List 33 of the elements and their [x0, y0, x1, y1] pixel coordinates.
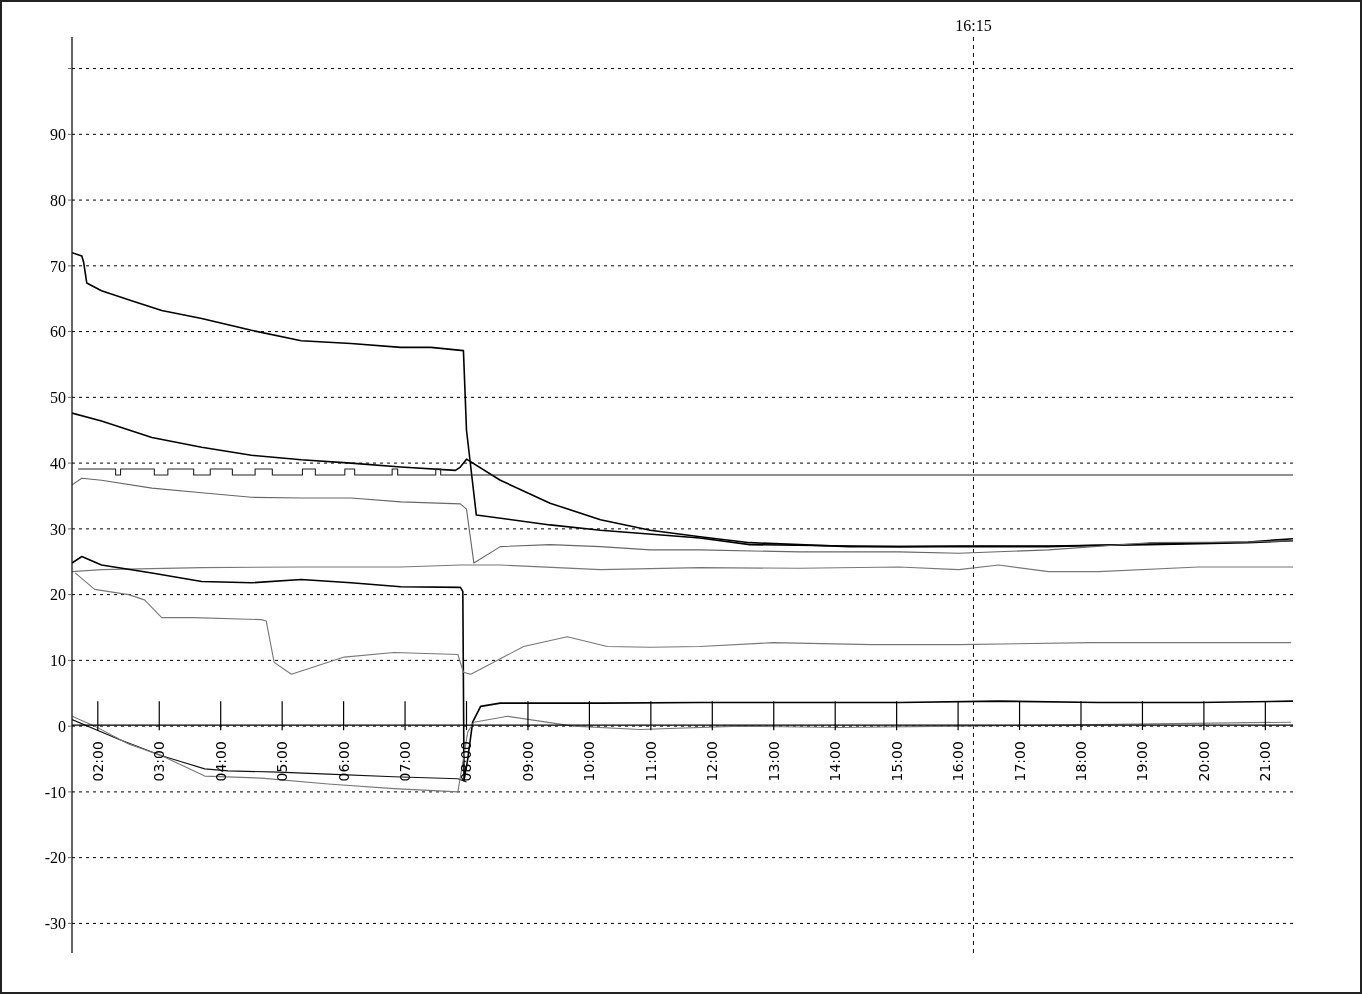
x-tick-label: 21:00 — [1257, 741, 1274, 782]
x-tick-label: 07:00 — [397, 741, 414, 782]
y-tick-label: -30 — [44, 915, 66, 933]
x-tick-label: 05:00 — [274, 741, 291, 782]
x-tick-label: 19:00 — [1134, 741, 1151, 782]
x-tick-label: 20:00 — [1195, 741, 1212, 782]
y-tick-label: -20 — [44, 849, 66, 867]
x-tick-label: 15:00 — [888, 741, 905, 782]
x-tick-label: 04:00 — [212, 741, 229, 782]
x-tick-label: 11:00 — [642, 741, 659, 782]
y-tick-label: 90 — [50, 126, 66, 143]
y-tick-label: 80 — [50, 191, 66, 209]
y-tick-label: 0 — [58, 717, 66, 735]
y-tick-label: 10 — [50, 652, 66, 670]
x-tick-label: 03:00 — [151, 741, 168, 782]
x-tick-label: 18:00 — [1073, 741, 1089, 782]
x-tick-label: 17:00 — [1011, 741, 1028, 782]
x-tick-label: 14:00 — [827, 741, 844, 782]
x-tick-label: 13:00 — [765, 741, 782, 782]
x-tick-label: 02:00 — [89, 741, 106, 782]
x-tick-label: 10:00 — [581, 741, 598, 782]
y-tick-label: 40 — [50, 454, 66, 472]
y-tick-label: 30 — [50, 520, 66, 538]
x-tick-label: 16:00 — [950, 741, 967, 782]
y-tick-label: 70 — [50, 257, 66, 275]
y-tick-label: 60 — [50, 323, 66, 341]
x-tick-label: 06:00 — [335, 741, 352, 782]
y-tick-label: -10 — [44, 783, 66, 801]
x-tick-label: 09:00 — [519, 741, 536, 782]
y-tick-label: 20 — [50, 586, 66, 604]
ref-line-label: 16:15 — [955, 17, 992, 34]
y-tick-label: 50 — [50, 389, 66, 407]
x-tick-label: 12:00 — [704, 741, 721, 782]
